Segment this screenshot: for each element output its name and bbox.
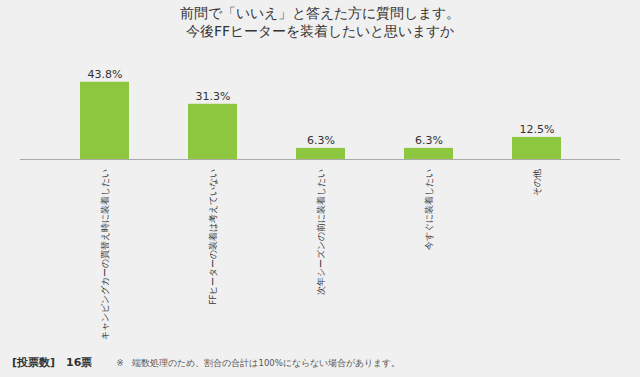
html-text:※ 端数処理のため、割合の合計は100%にならない場合があり: ※ 端数処理のため、割合の合計は100%にならない場合があります。	[116, 358, 400, 368]
html-text:今後FFヒーターを装着したいと思いますか: 今後FFヒーターを装着したいと思いますか	[185, 23, 454, 39]
svg-text:12.5%: 12.5%	[520, 123, 555, 136]
svg-text:6.3%: 6.3%	[307, 134, 335, 147]
svg-text:31.3%: 31.3%	[196, 90, 231, 103]
svg-text:次年シーズンの前に装着したい: 次年シーズンの前に装着したい	[316, 169, 326, 295]
svg-text:43.8%: 43.8%	[88, 68, 123, 81]
svg-text:その他: その他	[532, 169, 542, 196]
svg-text:今すぐに装着したい: 今すぐに装着したい	[424, 169, 434, 250]
html-text:前問で「いいえ」と答えた方に質問します。: 前問で「いいえ」と答えた方に質問します。	[180, 5, 460, 21]
svg-text:FFヒーターの装着は考えていない: FFヒーターの装着は考えていない	[208, 169, 218, 305]
svg-text:6.3%: 6.3%	[415, 134, 443, 147]
svg-text:キャンピングカーの買替え時に装着したい: キャンピングカーの買替え時に装着したい	[100, 169, 110, 340]
html-text:[投票数] 16票: [投票数] 16票	[12, 356, 93, 369]
